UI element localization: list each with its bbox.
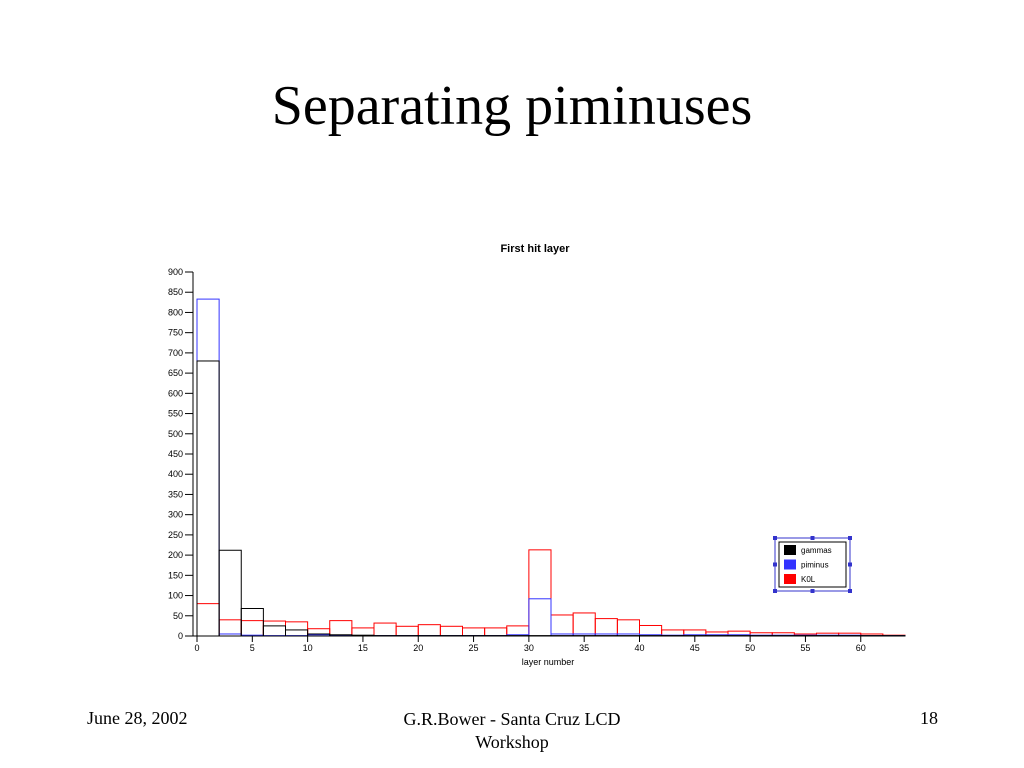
x-tick-label: 0 bbox=[194, 643, 199, 653]
y-tick-label: 150 bbox=[168, 570, 183, 580]
y-tick-label: 700 bbox=[168, 348, 183, 358]
x-tick-label: 55 bbox=[800, 643, 810, 653]
y-tick-label: 250 bbox=[168, 530, 183, 540]
series-gammas bbox=[196, 360, 906, 637]
y-tick-label: 800 bbox=[168, 307, 183, 317]
y-tick-label: 200 bbox=[168, 550, 183, 560]
y-tick-label: 550 bbox=[168, 409, 183, 419]
x-tick-label: 25 bbox=[469, 643, 479, 653]
k0l-bar bbox=[484, 627, 508, 637]
y-tick-label: 450 bbox=[168, 449, 183, 459]
x-tick-label: 35 bbox=[579, 643, 589, 653]
footer-author-line2: Workshop bbox=[475, 732, 549, 752]
x-tick-label: 5 bbox=[250, 643, 255, 653]
y-tick-label: 850 bbox=[168, 287, 183, 297]
k0l-bar bbox=[285, 621, 309, 637]
k0l-bar bbox=[329, 620, 353, 637]
x-tick-label: 20 bbox=[413, 643, 423, 653]
y-tick-label: 650 bbox=[168, 368, 183, 378]
k0l-bar bbox=[240, 620, 264, 637]
x-tick-label: 40 bbox=[634, 643, 644, 653]
legend-resize-handle[interactable] bbox=[810, 589, 815, 593]
k0l-bar bbox=[395, 625, 419, 637]
y-tick-label: 300 bbox=[168, 510, 183, 520]
k0l-bar bbox=[262, 620, 286, 637]
gammas-bar bbox=[240, 607, 264, 637]
y-tick-label: 600 bbox=[168, 388, 183, 398]
k0l-bar bbox=[196, 603, 220, 637]
k0l-bar bbox=[572, 612, 596, 637]
x-tick-label: 45 bbox=[690, 643, 700, 653]
k0l-bar bbox=[439, 625, 463, 637]
x-axis-label: layer number bbox=[522, 657, 575, 667]
slide-title: Separating piminuses bbox=[271, 75, 753, 137]
footer-page-number: 18 bbox=[920, 708, 938, 728]
piminus-bar bbox=[196, 298, 220, 637]
gammas-bar bbox=[262, 625, 286, 637]
y-axis: 0 50 100 150 200 250 300 350 400 450 500 550 600 650 7… bbox=[168, 267, 194, 641]
k0l-bar bbox=[462, 627, 486, 637]
legend[interactable]: gammas piminus K0L bbox=[773, 536, 852, 593]
k0l-bar bbox=[528, 549, 552, 637]
x-tick-label: 10 bbox=[303, 643, 313, 653]
y-tick-label: 750 bbox=[168, 328, 183, 338]
gammas-bar bbox=[351, 634, 375, 637]
legend-swatch-k0l bbox=[784, 574, 796, 584]
legend-label-k0l: K0L bbox=[801, 575, 816, 584]
x-tick-label: 50 bbox=[745, 643, 755, 653]
gammas-bar bbox=[196, 360, 220, 637]
gammas-bar bbox=[285, 629, 309, 637]
y-tick-label: 0 bbox=[178, 631, 183, 641]
legend-label-gammas: gammas bbox=[801, 546, 832, 555]
legend-resize-handle[interactable] bbox=[773, 536, 777, 540]
y-tick-label: 400 bbox=[168, 469, 183, 479]
gammas-bar bbox=[218, 549, 242, 637]
legend-resize-handle[interactable] bbox=[848, 589, 852, 593]
legend-label-piminus: piminus bbox=[801, 561, 829, 570]
legend-inner-frame bbox=[778, 541, 847, 588]
legend-resize-handle[interactable] bbox=[810, 536, 815, 540]
legend-resize-handle[interactable] bbox=[848, 562, 852, 567]
k0l-bar bbox=[373, 622, 397, 637]
x-tick-label: 15 bbox=[358, 643, 368, 653]
y-tick-label: 900 bbox=[168, 267, 183, 277]
x-axis: 0 5 10 15 20 25 30 35 40 45 50 55 60 bbox=[193, 635, 905, 653]
footer-date: June 28, 2002 bbox=[87, 708, 188, 728]
x-tick-label: 30 bbox=[524, 643, 534, 653]
k0l-bar bbox=[594, 618, 618, 637]
legend-resize-handle[interactable] bbox=[773, 562, 777, 567]
k0l-bar bbox=[550, 614, 574, 637]
piminus-bar bbox=[528, 598, 552, 637]
footer-author: G.R.Bower - Santa Cruz LCD Workshop bbox=[362, 708, 662, 754]
y-tick-label: 100 bbox=[168, 591, 183, 601]
histogram-chart: First hit layer 050100150200250300350400… bbox=[168, 243, 906, 667]
legend-swatch-gammas bbox=[784, 545, 796, 555]
legend-resize-handle[interactable] bbox=[773, 589, 777, 593]
x-tick-label: 60 bbox=[856, 643, 866, 653]
y-tick-label: 50 bbox=[173, 611, 183, 621]
footer-author-line1: G.R.Bower - Santa Cruz LCD bbox=[403, 709, 621, 729]
legend-swatch-piminus bbox=[784, 559, 796, 570]
k0l-bar bbox=[417, 624, 441, 637]
series-layer bbox=[196, 298, 906, 637]
y-tick-label: 500 bbox=[168, 429, 183, 439]
chart-title: First hit layer bbox=[500, 243, 570, 255]
legend-resize-handle[interactable] bbox=[848, 536, 852, 540]
y-tick-label: 350 bbox=[168, 489, 183, 499]
